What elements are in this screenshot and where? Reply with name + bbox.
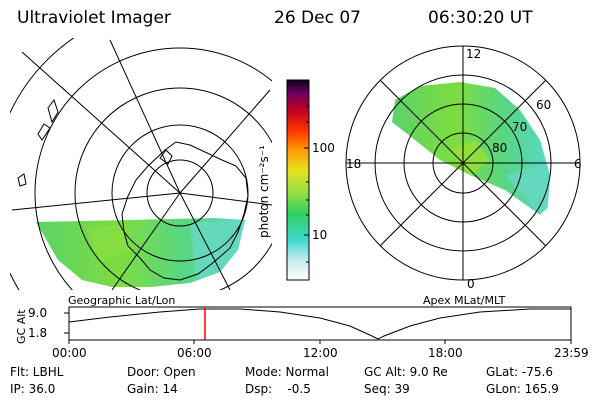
date-label: 26 Dec 07 [274,8,361,28]
mlat-label-80: 80 [492,141,508,155]
status-gc-alt: GC Alt: 9.0 Re [364,365,448,379]
timeline-x-tick-1200: 12:00 [303,346,338,360]
timeline-x-tick-0600: 06:00 [177,346,212,360]
colorbar-ticks [304,105,309,263]
mlt-label-0: 0 [467,277,475,291]
antarctica-coastline [121,141,249,281]
timeline-x-tick-2359: 23:59 [554,346,589,360]
status-seq: Seq: 39 [364,382,410,396]
status-mode: Mode: Normal [245,365,329,379]
status-glat: GLat: -75.6 [486,365,553,379]
mlat-label-60: 60 [536,98,552,112]
timeline-x-tick-1800: 18:00 [428,346,463,360]
timeline-y-tick-9: 9.0 [28,306,48,320]
mlt-label-12: 12 [466,47,482,61]
status-gain: Gain: 14 [127,382,178,396]
status-ip: IP: 36.0 [10,382,56,396]
timeline-ticks [64,312,572,344]
new-zealand-coastline [37,98,59,141]
timeline-x-tick-0000: 00:00 [52,346,87,360]
time-label: 06:30:20 UT [428,8,533,28]
mlat-label-70: 70 [512,120,528,134]
colorbar-tick-10: 10 [312,228,328,242]
mlt-label-6: 6 [574,157,582,171]
geo-map-label: Geographic Lat/Lon [68,294,176,307]
apex-map-label: Apex MLat/MLT [423,294,506,307]
geo-meridians [11,39,272,290]
mlt-label-18: 18 [346,157,362,171]
colorbar-unit-label: photon cm⁻²s⁻¹ [257,145,271,238]
status-filter: Flt: LBHL [10,365,64,379]
altitude-curve [68,308,571,340]
status-dsp: Dsp: -0.5 [245,382,311,396]
colorbar [286,79,310,281]
status-door: Door: Open [127,365,196,379]
status-glon: GLon: 165.9 [486,382,559,396]
colorbar-tick-100: 100 [312,141,335,155]
altitude-timeline [64,306,572,344]
instrument-title: Ultraviolet Imager [17,8,171,28]
timeline-y-label: GC Alt [15,309,28,344]
apex-map [345,45,581,281]
geo-lat-circles [10,38,272,290]
timeline-y-tick-1-8: 1.8 [28,326,48,340]
geographic-map [10,38,272,290]
